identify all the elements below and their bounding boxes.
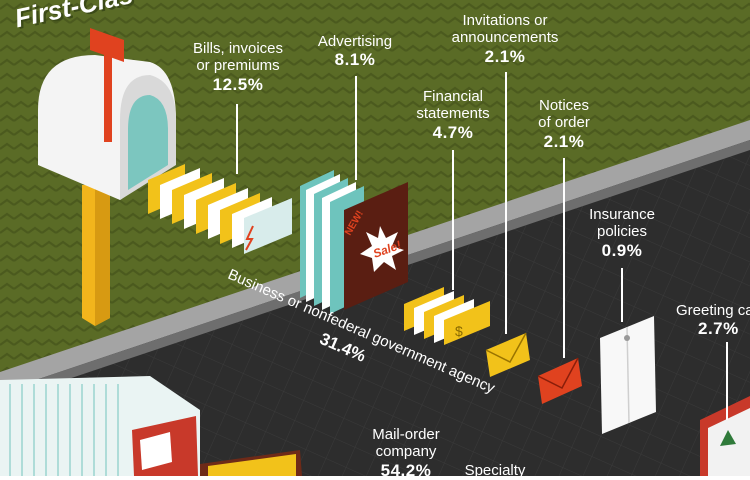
leader-line-bills bbox=[236, 104, 238, 174]
leader-line-advertising bbox=[355, 76, 357, 180]
mailorder-stack bbox=[0, 376, 302, 476]
leader-line-notices bbox=[563, 158, 565, 358]
leader-line-greeting bbox=[726, 342, 728, 420]
label-insurance: Insurance policies 0.9% bbox=[589, 206, 655, 260]
notice-envelope bbox=[537, 357, 582, 404]
label-bills: Bills, invoices or premiums 12.5% bbox=[192, 40, 284, 94]
label-greeting: Greeting ca 2.7% bbox=[676, 302, 750, 339]
label-specialty: Specialty bbox=[464, 462, 526, 479]
mailbox bbox=[38, 28, 176, 326]
label-advertising: Advertising 8.1% bbox=[317, 33, 393, 70]
label-invitations: Invitations or announcements 2.1% bbox=[451, 12, 559, 66]
bills-stack bbox=[148, 164, 292, 254]
label-financial: Financial statements 4.7% bbox=[416, 88, 490, 142]
financial-stack: $ bbox=[404, 287, 490, 345]
leader-line-financial bbox=[452, 150, 454, 290]
leader-line-invitations bbox=[505, 72, 507, 334]
advertising-stack: NEW! Sale! bbox=[300, 170, 408, 314]
svg-text:$: $ bbox=[455, 323, 463, 339]
greeting-cards bbox=[700, 396, 750, 476]
label-mailorder: Mail-order company 54.2% bbox=[372, 426, 440, 480]
insurance-envelope bbox=[600, 316, 656, 434]
label-notices: Notices of order 2.1% bbox=[538, 97, 590, 151]
leader-line-insurance bbox=[621, 268, 623, 322]
invitation-envelope bbox=[485, 332, 530, 377]
